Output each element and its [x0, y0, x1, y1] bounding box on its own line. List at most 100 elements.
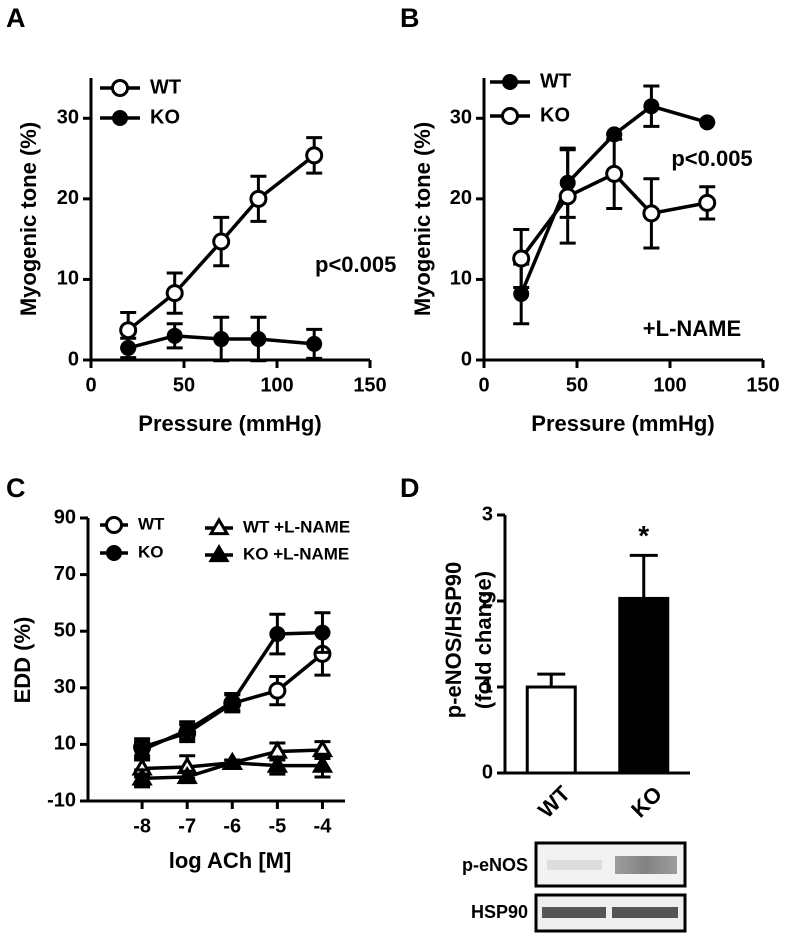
legend-marker: [106, 545, 122, 561]
data-point: [269, 626, 286, 643]
data-point: [605, 164, 624, 183]
y-tick-label: 20: [57, 187, 79, 209]
error-bar: [629, 553, 658, 599]
data-point: [120, 339, 137, 356]
data-point: [134, 742, 151, 759]
y-tick-label: 30: [450, 107, 472, 129]
x-tick-label: 50: [566, 374, 588, 396]
y-tick-label: 70: [54, 563, 76, 585]
data-point: [306, 335, 323, 352]
data-point: [119, 321, 138, 340]
annotation: p<0.005: [315, 252, 396, 277]
data-point: [558, 187, 577, 206]
data-point: [642, 204, 661, 223]
panel-label: D: [400, 473, 420, 503]
x-tick-label: -6: [223, 815, 241, 837]
data-point: [166, 327, 183, 344]
x-tick-label: 100: [653, 374, 686, 396]
x-tick-label: WT: [533, 780, 575, 822]
y-tick-label: 0: [68, 348, 79, 370]
data-point: [305, 146, 324, 165]
legend-label: WT +L-NAME: [243, 517, 350, 536]
bar: [525, 685, 577, 775]
data-point: [212, 232, 231, 251]
data-point: [314, 624, 331, 641]
y-axis-label: (fold change): [471, 571, 496, 709]
legend-label: KO: [138, 542, 164, 561]
x-tick-label: -5: [268, 815, 286, 837]
y-axis-label: p-eNOS/HSP90: [441, 562, 466, 719]
x-axis-label: log ACh [M]: [169, 848, 292, 873]
y-axis-label: EDD (%): [10, 617, 35, 704]
legend-marker: [501, 107, 519, 125]
x-tick-label: 0: [478, 374, 489, 396]
y-tick-label: 20: [450, 187, 472, 209]
x-tick-label: -7: [178, 815, 196, 837]
series-line: [141, 630, 323, 752]
data-point: [698, 193, 717, 212]
data-point: [699, 114, 716, 131]
x-tick-label: -4: [314, 815, 333, 837]
blot-label: HSP90: [471, 902, 528, 922]
data-point: [221, 751, 243, 770]
x-tick-label: 150: [746, 374, 779, 396]
y-tick-label: -10: [47, 789, 76, 811]
y-tick-label: 90: [54, 506, 76, 528]
data-point: [224, 693, 241, 710]
data-point: [311, 754, 334, 773]
legend-marker: [112, 110, 128, 126]
legend-marker: [105, 516, 123, 534]
y-tick-label: 3: [482, 503, 493, 525]
y-tick-label: 30: [54, 676, 76, 698]
legend-label: KO: [150, 106, 180, 128]
y-tick-label: 10: [450, 268, 472, 290]
bar: [618, 596, 670, 775]
x-tick-label: KO: [626, 781, 667, 822]
blot: [534, 841, 687, 933]
y-tick-label: 50: [54, 619, 76, 641]
x-axis-label: Pressure (mmHg): [138, 411, 321, 436]
data-point: [268, 681, 287, 700]
x-tick-label: 0: [85, 374, 96, 396]
legend-label: WT: [150, 76, 181, 98]
x-axis-label: Pressure (mmHg): [531, 411, 714, 436]
data-point: [249, 189, 268, 208]
y-tick-label: 1: [482, 675, 493, 697]
panel-label: A: [6, 3, 26, 33]
data-point: [176, 765, 198, 785]
annotation: *: [638, 520, 649, 551]
data-point: [513, 285, 530, 302]
legend-marker: [208, 517, 230, 536]
legend-label: KO: [540, 104, 570, 126]
y-tick-label: 10: [54, 733, 76, 755]
data-point: [250, 331, 267, 348]
error-bar: [537, 672, 566, 687]
legend-label: WT: [540, 70, 571, 92]
data-point: [165, 284, 184, 303]
x-tick-label: 100: [260, 374, 293, 396]
panel-label: C: [6, 473, 26, 503]
legend-marker: [502, 74, 518, 90]
data-point: [512, 249, 531, 268]
data-point: [131, 767, 153, 786]
annotation: +L-NAME: [643, 316, 741, 341]
x-tick-label: 50: [173, 374, 195, 396]
y-tick-label: 0: [461, 348, 472, 370]
blot-label: p-eNOS: [462, 855, 528, 875]
data-point: [213, 331, 230, 348]
legend-marker: [208, 544, 230, 563]
panel-label: B: [400, 3, 420, 33]
y-tick-label: 2: [482, 589, 493, 611]
y-tick-label: 0: [482, 761, 493, 783]
data-point: [643, 98, 660, 115]
legend-label: WT: [138, 514, 165, 533]
data-point: [179, 722, 196, 739]
y-axis-label: Myogenic tone (%): [410, 122, 435, 316]
legend-marker: [111, 79, 129, 97]
x-tick-label: 150: [353, 374, 386, 396]
y-tick-label: 10: [57, 268, 79, 290]
legend-label: KO +L-NAME: [243, 544, 349, 563]
y-tick-label: 30: [57, 107, 79, 129]
data-point: [266, 754, 288, 773]
